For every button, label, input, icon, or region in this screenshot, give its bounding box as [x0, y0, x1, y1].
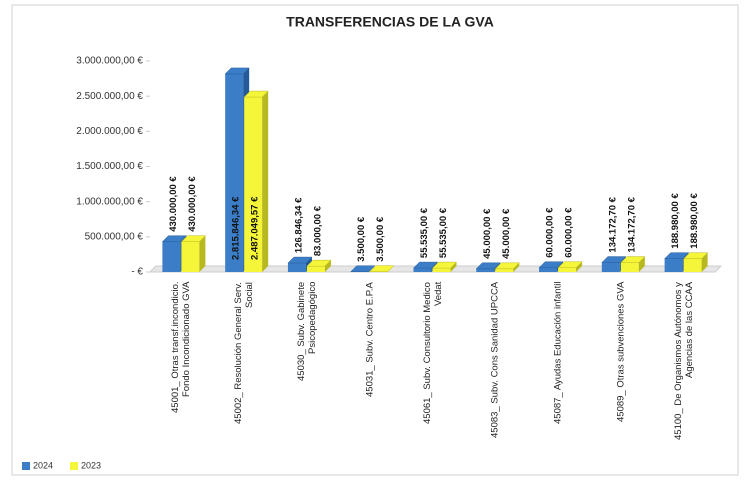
value-label: 45.000,00 € [501, 208, 512, 259]
bar-front [225, 73, 244, 272]
bar-side [324, 260, 331, 272]
value-label: 188.980,00 € [670, 193, 681, 249]
bar-side [513, 262, 520, 272]
value-label: 126.846,34 € [293, 197, 304, 253]
bar-front [287, 263, 306, 272]
bar-front [244, 97, 263, 272]
chart-title: TRANSFERENCIAS DE LA GVA [286, 14, 494, 30]
x-tick-label: 45031_ Subv. Centro E.P.A [364, 282, 376, 397]
y-tick-label: 1.000.000,00 € [76, 196, 143, 207]
value-label: 3.500,00 € [356, 216, 367, 262]
value-label: 430.000,00 € [168, 176, 179, 232]
chart-border [11, 4, 739, 476]
value-label: 60.000,00 € [564, 207, 575, 258]
bar [180, 235, 206, 272]
y-tick-label: 1.500.000,00 € [76, 161, 143, 172]
bar-side [387, 265, 394, 272]
x-tick-label: 45087_ Ayudas Educación infantil [552, 282, 564, 425]
value-label: 83.000,00 € [312, 205, 323, 256]
bar-front [620, 262, 639, 272]
x-tick-label: 45001_ Otras transf.incondicio. Fondo In… [170, 282, 193, 414]
bar [369, 265, 395, 273]
bar [306, 259, 332, 272]
bar-side [199, 235, 206, 272]
bar-front [664, 258, 683, 272]
x-tick-label: 45030_ Subv. Gabinete Psicopedagógico [295, 282, 318, 382]
bar [683, 252, 709, 272]
y-tick-label: 2.500.000,00 € [76, 91, 143, 102]
value-label: 134.172,70 € [626, 196, 637, 252]
bar-front [162, 241, 181, 272]
value-label: 3.500,00 € [375, 216, 386, 262]
bar-front [413, 268, 432, 272]
x-tick-label: 45083_ Subv. Cons Sanidad UPCCA [489, 282, 501, 439]
bar [243, 90, 269, 272]
bar [620, 256, 646, 272]
bar-side [576, 261, 583, 272]
value-label: 55.535,00 € [438, 207, 449, 258]
bar [557, 261, 583, 272]
bar [350, 265, 376, 273]
bar-front [558, 267, 577, 272]
y-tick-label: - € [131, 267, 143, 278]
bar-front [476, 268, 495, 272]
value-label: 2.815.846,34 € [231, 196, 242, 260]
x-tick-label: 45100_ De Organismos Autónomos y Agencia… [672, 282, 695, 440]
x-tick-label: 45002_ Resolución General Serv. Social [233, 282, 256, 424]
legend-label: 2023 [81, 460, 101, 470]
value-label: 188.980,00 € [689, 193, 700, 249]
bar-front [539, 267, 558, 272]
bar-front [495, 268, 514, 272]
bar-front [683, 258, 702, 272]
bar-front [306, 266, 325, 272]
legend-swatch [70, 462, 78, 470]
x-tick-label: 45089_ Otras subvenciones GVA [615, 282, 627, 423]
bar-side [368, 265, 375, 272]
y-tick-label: 2.000.000,00 € [76, 126, 143, 137]
bar-front [432, 268, 451, 272]
y-tick-label: 500.000,00 € [85, 231, 144, 242]
bar-side [638, 256, 645, 272]
y-tick-label: 3.000.000,00 € [76, 56, 143, 67]
legend-label: 2024 [33, 460, 53, 470]
bar-side [701, 252, 708, 272]
x-tick-label: 45061_ Subv. Consultorio Medico Vedat [421, 282, 444, 424]
bar [494, 262, 520, 272]
value-label: 55.535,00 € [419, 207, 430, 258]
value-label: 45.000,00 € [482, 208, 493, 259]
bar-side [262, 91, 269, 272]
bar-front [601, 262, 620, 272]
bar-front [181, 241, 200, 272]
bar-side [450, 262, 457, 272]
legend-swatch [22, 462, 30, 470]
value-label: 60.000,00 € [545, 207, 556, 258]
value-label: 134.172,70 € [607, 196, 618, 252]
value-label: 430.000,00 € [187, 176, 198, 232]
bar [431, 261, 458, 272]
value-label: 2.487.049,57 € [250, 196, 261, 260]
